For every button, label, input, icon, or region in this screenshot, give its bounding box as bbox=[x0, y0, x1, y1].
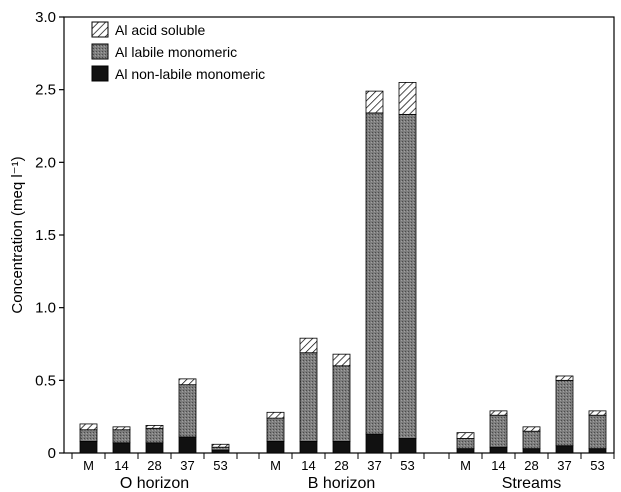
x-tick-label: 14 bbox=[114, 458, 128, 473]
bar-acid-soluble bbox=[112, 426, 131, 431]
x-tick-label: M bbox=[83, 458, 94, 473]
bar-non-labile-monomeric bbox=[398, 438, 417, 454]
legend-swatch-non-labile-monomeric bbox=[91, 65, 109, 82]
bar-labile-monomeric bbox=[456, 438, 475, 450]
x-tick-label: 14 bbox=[491, 458, 505, 473]
bar-labile-monomeric bbox=[398, 113, 417, 439]
bar-acid-soluble bbox=[211, 443, 230, 448]
x-tick-label: 28 bbox=[334, 458, 348, 473]
bar-non-labile-monomeric bbox=[365, 433, 384, 454]
x-tick-label: 53 bbox=[590, 458, 604, 473]
y-tick-label: 3.0 bbox=[35, 9, 56, 26]
bar-labile-monomeric bbox=[332, 365, 351, 442]
bar-non-labile-monomeric bbox=[299, 440, 318, 454]
bar-labile-monomeric bbox=[489, 414, 508, 448]
bar-labile-monomeric bbox=[79, 429, 98, 442]
bar-non-labile-monomeric bbox=[79, 440, 98, 454]
x-tick-label: M bbox=[460, 458, 471, 473]
legend: Al acid soluble Al labile monomeric Al n… bbox=[91, 21, 265, 82]
x-tick-label: 53 bbox=[213, 458, 227, 473]
y-axis: 0 0.5 1.0 1.5 2.0 2.5 3.0 bbox=[35, 9, 64, 462]
y-tick-label: 1.0 bbox=[35, 300, 56, 317]
bar-acid-soluble bbox=[489, 410, 508, 416]
legend-swatch-acid-soluble bbox=[91, 21, 109, 38]
bar-acid-soluble bbox=[522, 426, 541, 432]
bar-non-labile-monomeric bbox=[332, 440, 351, 454]
y-tick-label: 0 bbox=[48, 445, 56, 462]
bar-acid-soluble bbox=[365, 90, 384, 114]
y-tick-label: 2.0 bbox=[35, 154, 56, 171]
x-tick-label: 53 bbox=[400, 458, 414, 473]
bar-labile-monomeric bbox=[112, 429, 131, 444]
bar-acid-soluble bbox=[456, 432, 475, 439]
y-tick-label: 0.5 bbox=[35, 372, 56, 389]
bar-labile-monomeric bbox=[145, 427, 164, 444]
bar-non-labile-monomeric bbox=[211, 449, 230, 454]
bar-non-labile-monomeric bbox=[112, 442, 131, 454]
bar-acid-soluble bbox=[178, 378, 197, 386]
bar-labile-monomeric bbox=[365, 112, 384, 435]
bar-labile-monomeric bbox=[299, 352, 318, 442]
bar-acid-soluble bbox=[79, 423, 98, 431]
y-tick-label: 2.5 bbox=[35, 82, 56, 99]
y-axis-title: Concentration (meq l⁻¹) bbox=[9, 156, 26, 313]
x-tick-label: 28 bbox=[524, 458, 538, 473]
bar-acid-soluble bbox=[588, 410, 607, 416]
bar-labile-monomeric bbox=[178, 384, 197, 438]
x-tick-label: 14 bbox=[301, 458, 315, 473]
bar-labile-monomeric bbox=[588, 414, 607, 450]
bar-acid-soluble bbox=[299, 337, 318, 354]
bar-labile-monomeric bbox=[522, 430, 541, 450]
bars bbox=[79, 82, 607, 454]
bar-labile-monomeric bbox=[211, 446, 230, 451]
bar-non-labile-monomeric bbox=[266, 440, 285, 454]
bar-non-labile-monomeric bbox=[555, 445, 574, 454]
x-tick-label: 28 bbox=[147, 458, 161, 473]
bar-non-labile-monomeric bbox=[489, 446, 508, 454]
bar-labile-monomeric bbox=[555, 379, 574, 447]
bar-acid-soluble bbox=[555, 375, 574, 381]
legend-swatch-labile-monomeric bbox=[91, 43, 109, 60]
group-label: Streams bbox=[502, 475, 562, 492]
bar-labile-monomeric bbox=[266, 417, 285, 442]
legend-label-labile-monomeric: Al labile monomeric bbox=[115, 44, 237, 60]
x-tick-label: 37 bbox=[180, 458, 194, 473]
x-tick-label: 37 bbox=[367, 458, 381, 473]
bar-acid-soluble bbox=[266, 411, 285, 419]
group-label: O horizon bbox=[120, 475, 189, 492]
x-tick-label: 37 bbox=[557, 458, 571, 473]
legend-label-acid-soluble: Al acid soluble bbox=[115, 22, 205, 38]
bar-acid-soluble bbox=[145, 424, 164, 429]
bar-acid-soluble bbox=[332, 353, 351, 367]
group-label: B horizon bbox=[308, 475, 376, 492]
x-tick-label: M bbox=[270, 458, 281, 473]
bar-non-labile-monomeric bbox=[145, 442, 164, 454]
bar-acid-soluble bbox=[398, 82, 417, 115]
legend-label-non-labile-monomeric: Al non-labile monomeric bbox=[115, 66, 265, 82]
bar-non-labile-monomeric bbox=[522, 448, 541, 454]
y-tick-label: 1.5 bbox=[35, 227, 56, 244]
bar-non-labile-monomeric bbox=[178, 436, 197, 454]
bar-non-labile-monomeric bbox=[456, 448, 475, 454]
bar-non-labile-monomeric bbox=[588, 448, 607, 454]
x-axis: M 14 28 37 53 O horizon M 14 28 37 53 B horizon M 14 2… bbox=[71, 453, 615, 492]
